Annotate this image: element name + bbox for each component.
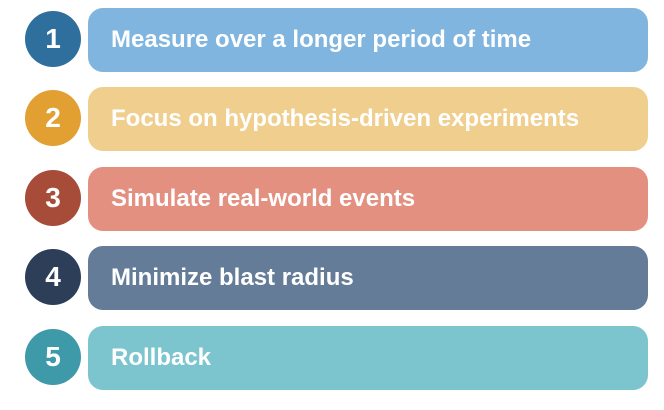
step-label: Simulate real-world events — [88, 167, 648, 231]
step-label: Focus on hypothesis-driven experiments — [88, 87, 648, 151]
step-item: Rollback 5 — [0, 324, 664, 392]
step-label: Rollback — [88, 326, 648, 390]
step-label: Minimize blast radius — [88, 246, 648, 310]
step-item: Measure over a longer period of time 1 — [0, 6, 664, 74]
step-label: Measure over a longer period of time — [88, 8, 648, 72]
step-item: Focus on hypothesis-driven experiments 2 — [0, 85, 664, 153]
step-item: Minimize blast radius 4 — [0, 244, 664, 312]
step-number-badge: 4 — [25, 249, 81, 305]
step-item: Simulate real-world events 3 — [0, 165, 664, 233]
step-number-badge: 1 — [25, 11, 81, 67]
step-number-badge: 3 — [25, 170, 81, 226]
step-number-badge: 5 — [25, 329, 81, 385]
step-number-badge: 2 — [25, 90, 81, 146]
